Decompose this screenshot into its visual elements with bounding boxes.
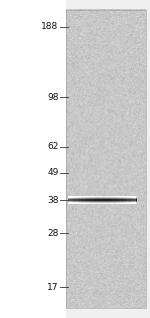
Text: 49: 49 [47, 168, 58, 177]
Text: 38: 38 [47, 196, 59, 204]
Text: 98: 98 [47, 93, 59, 102]
Text: 62: 62 [47, 142, 58, 151]
Text: 188: 188 [41, 22, 58, 31]
Bar [0, 0, 66, 318]
Bar [66, 10, 146, 308]
Text: 28: 28 [47, 229, 58, 238]
Text: 17: 17 [47, 283, 59, 292]
